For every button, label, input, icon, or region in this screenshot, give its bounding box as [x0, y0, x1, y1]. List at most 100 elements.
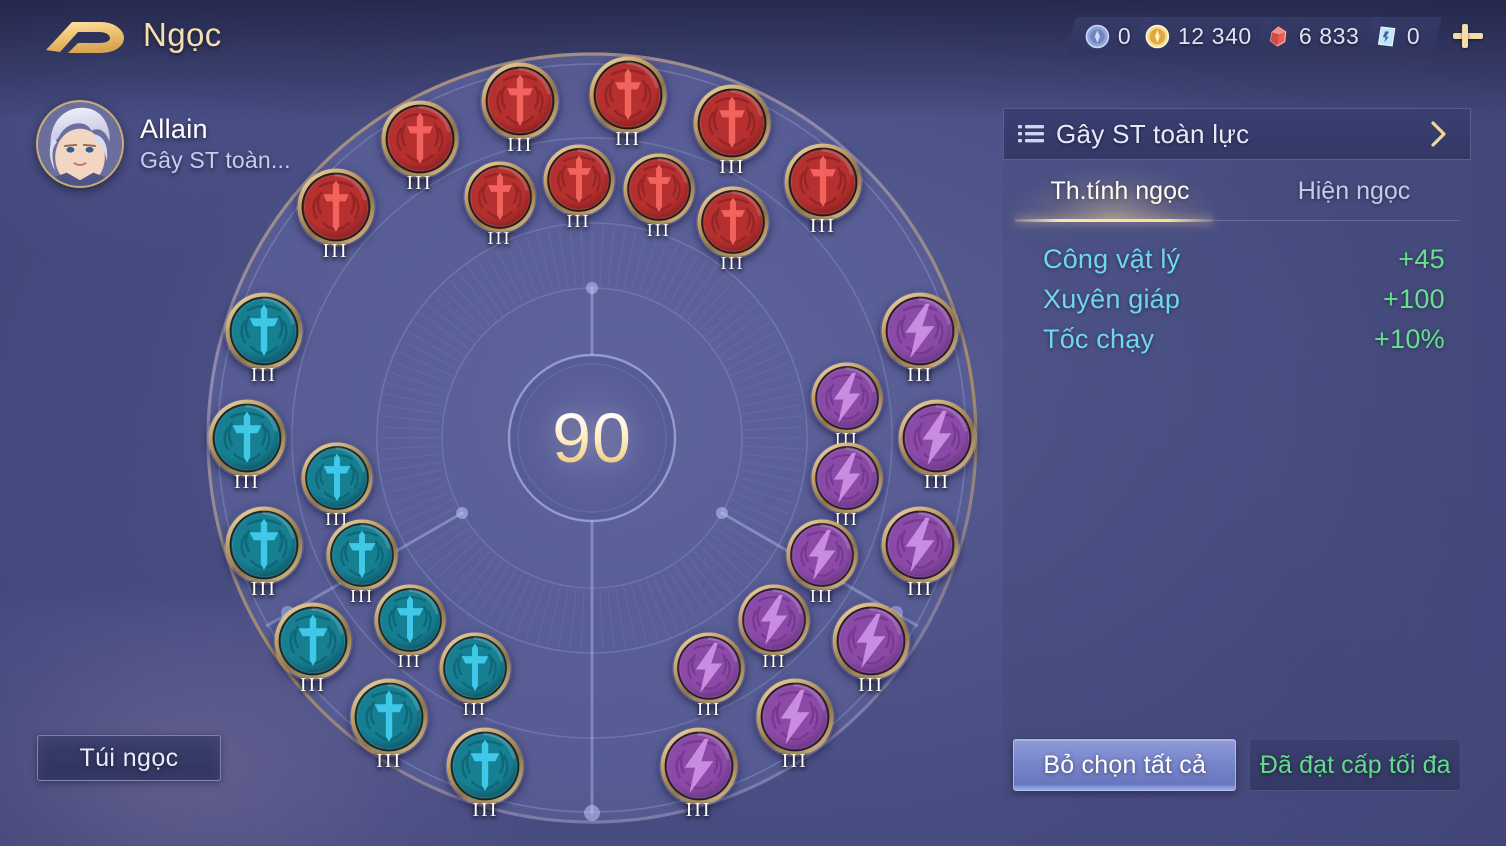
- lightning-icon: [880, 505, 960, 585]
- winged-sword-icon: [373, 583, 447, 657]
- gem-slot-teal[interactable]: III: [224, 505, 304, 600]
- stat-label: Công vật lý: [1043, 244, 1181, 274]
- gem-slot-teal[interactable]: III: [207, 398, 287, 493]
- top-bar: Ngọc 0 12 340: [0, 0, 1506, 72]
- gem-slot-purple[interactable]: III: [659, 726, 739, 821]
- winged-sword-icon: [349, 677, 429, 757]
- gem-slot-purple[interactable]: III: [672, 631, 746, 719]
- currency-bar: 0 12 340 6 833: [1065, 17, 1442, 55]
- currency-item-rune-card[interactable]: 0: [1362, 17, 1442, 55]
- gem-slot-teal[interactable]: III: [300, 441, 374, 529]
- gem-slot-purple[interactable]: III: [737, 583, 811, 671]
- rune-card-icon: [1374, 24, 1399, 49]
- avatar[interactable]: [36, 100, 124, 188]
- winged-sword-icon: [273, 601, 353, 681]
- deselect-all-label: Bỏ chọn tất cả: [1043, 750, 1207, 779]
- gem-slot-purple[interactable]: III: [880, 291, 960, 386]
- currency-value: 0: [1117, 22, 1132, 49]
- gem-slot-purple[interactable]: III: [897, 398, 977, 493]
- gem-slot-red[interactable]: III: [696, 185, 770, 273]
- gem-slot-purple[interactable]: III: [755, 677, 835, 772]
- sword-icon: [783, 142, 863, 222]
- currency-value: 12 340: [1178, 22, 1253, 49]
- gem-slot-teal[interactable]: III: [373, 583, 447, 671]
- sword-icon: [380, 99, 460, 179]
- currency-item-gold-coin[interactable]: 12 340: [1134, 17, 1274, 55]
- sword-icon: [463, 160, 537, 234]
- gem-slot-teal[interactable]: III: [325, 518, 399, 606]
- gem-slot-red[interactable]: III: [542, 143, 616, 231]
- stat-row: Tốc chạy +10%: [1043, 324, 1445, 355]
- panel-tabs: Th.tính ngọc Hiện ngọc: [1003, 160, 1471, 222]
- winged-sword-icon: [438, 631, 512, 705]
- sword-icon: [622, 152, 696, 226]
- lightning-icon: [737, 583, 811, 657]
- lightning-icon: [755, 677, 835, 757]
- currency-item-blue-token[interactable]: 0: [1065, 17, 1153, 55]
- max-level-button[interactable]: Đã đạt cấp tối đa: [1249, 739, 1461, 791]
- gem-slot-red[interactable]: III: [622, 152, 696, 240]
- lightning-icon: [785, 518, 859, 592]
- gem-slot-red[interactable]: III: [296, 167, 376, 262]
- gem-slot-red[interactable]: III: [480, 61, 560, 156]
- hero-info: Allain Gây ST toàn...: [140, 114, 291, 174]
- gem-slot-teal[interactable]: III: [349, 677, 429, 772]
- winged-sword-icon: [224, 505, 304, 585]
- panel-header-button[interactable]: Gây ST toàn lực: [1003, 108, 1471, 160]
- bag-button-label: Túi ngọc: [79, 743, 179, 772]
- currency-value: 6 833: [1299, 22, 1360, 49]
- stat-row: Xuyên giáp +100: [1043, 284, 1445, 315]
- hero-build-name: Gây ST toàn...: [140, 147, 291, 173]
- winged-sword-icon: [207, 398, 287, 478]
- gem-slot-red[interactable]: III: [463, 160, 537, 248]
- gem-slot-red[interactable]: III: [380, 99, 460, 194]
- deselect-all-button[interactable]: Bỏ chọn tất cả: [1013, 739, 1237, 791]
- blue-token-icon: [1085, 24, 1110, 49]
- list-icon: [1018, 124, 1044, 144]
- lightning-icon: [659, 726, 739, 806]
- stat-value: +100: [1382, 284, 1445, 314]
- gem-slot-teal[interactable]: III: [445, 726, 525, 821]
- stats-list: Công vật lý +45 Xuyên giáp +100 Tốc chạy…: [1003, 222, 1471, 355]
- sword-icon: [692, 83, 772, 163]
- max-level-label: Đã đạt cấp tối đa: [1259, 750, 1451, 779]
- chevron-right-icon[interactable]: [1430, 121, 1448, 147]
- stat-label: Tốc chạy: [1043, 324, 1155, 354]
- gem-slot-teal[interactable]: III: [224, 291, 304, 386]
- tab-divider: [1015, 220, 1459, 221]
- gem-slot-purple[interactable]: III: [831, 601, 911, 696]
- gem-slot-teal[interactable]: III: [273, 601, 353, 696]
- lightning-icon: [672, 631, 746, 705]
- gem-slot-red[interactable]: III: [588, 55, 668, 150]
- plus-icon[interactable]: [1450, 18, 1486, 54]
- gem-slot-purple[interactable]: III: [880, 505, 960, 600]
- gem-slot-purple[interactable]: III: [810, 441, 884, 529]
- rune-wheel[interactable]: 90: [192, 38, 992, 838]
- gem-slot-red[interactable]: III: [783, 142, 863, 237]
- rune-detail-panel: Gây ST toàn lực Th.tính ngọc Hiện ngọc C…: [1003, 108, 1471, 798]
- winged-sword-icon: [445, 726, 525, 806]
- lightning-icon: [897, 398, 977, 478]
- gem-slot-red[interactable]: III: [692, 83, 772, 178]
- stat-value: +10%: [1373, 324, 1445, 354]
- bag-button[interactable]: Túi ngọc: [37, 735, 221, 781]
- tab-current-runes[interactable]: Hiện ngọc: [1297, 176, 1411, 205]
- winged-sword-icon: [224, 291, 304, 371]
- lightning-icon: [831, 601, 911, 681]
- lightning-icon: [880, 291, 960, 371]
- currency-value: 0: [1406, 22, 1420, 49]
- stat-value: +45: [1398, 244, 1445, 274]
- gem-slot-purple[interactable]: III: [810, 361, 884, 449]
- stat-row: Công vật lý +45: [1043, 244, 1445, 275]
- back-arrow-icon[interactable]: [38, 14, 130, 58]
- hero-card[interactable]: Allain Gây ST toàn...: [36, 100, 291, 188]
- page-title: Ngọc: [143, 16, 222, 53]
- currency-item-red-gem[interactable]: 6 833: [1255, 17, 1382, 55]
- sword-icon: [480, 61, 560, 141]
- tab-attribute-runes[interactable]: Th.tính ngọc: [1050, 176, 1190, 205]
- winged-sword-icon: [325, 518, 399, 592]
- gem-slot-teal[interactable]: III: [438, 631, 512, 719]
- panel-title: Gây ST toàn lực: [1056, 118, 1250, 149]
- tab-active-underline: [1015, 219, 1213, 222]
- gem-slot-purple[interactable]: III: [785, 518, 859, 606]
